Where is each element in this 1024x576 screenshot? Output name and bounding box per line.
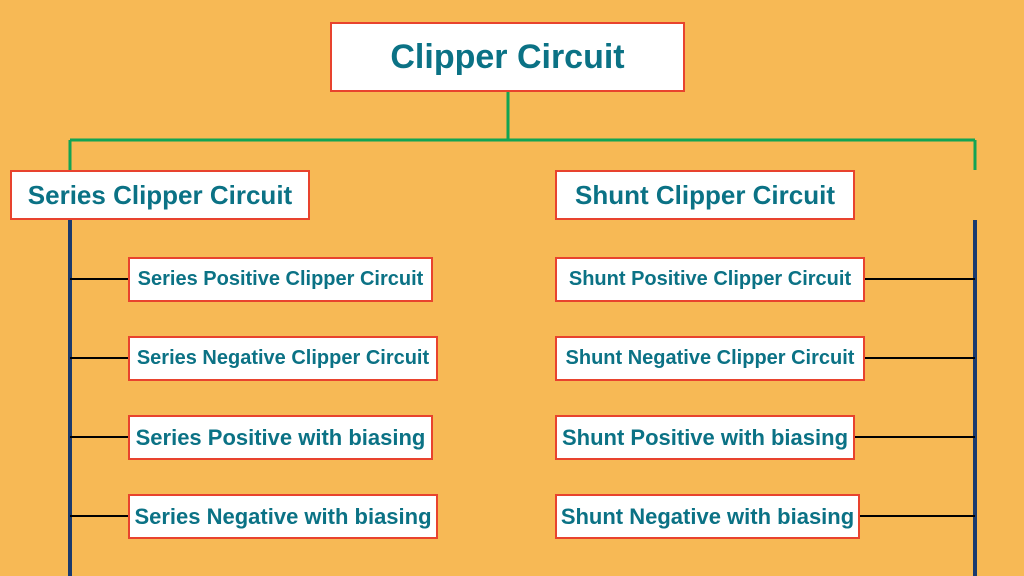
green-branch-path xyxy=(70,92,975,170)
series-negative-node: Series Negative Clipper Circuit xyxy=(128,336,438,381)
series-label: Series Clipper Circuit xyxy=(28,180,292,211)
s2-label: Series Negative Clipper Circuit xyxy=(137,347,429,370)
s4-label: Series Negative with biasing xyxy=(134,504,431,530)
shunt-node: Shunt Clipper Circuit xyxy=(555,170,855,220)
series-node: Series Clipper Circuit xyxy=(10,170,310,220)
h3-label: Shunt Positive with biasing xyxy=(562,425,848,451)
s3-label: Series Positive with biasing xyxy=(136,425,426,451)
series-positive-node: Series Positive Clipper Circuit xyxy=(128,257,433,302)
h2-label: Shunt Negative Clipper Circuit xyxy=(566,347,855,370)
shunt-negative-node: Shunt Negative Clipper Circuit xyxy=(555,336,865,381)
root-node: Clipper Circuit xyxy=(330,22,685,92)
black-tick-group xyxy=(70,279,975,516)
shunt-negative-biasing-node: Shunt Negative with biasing xyxy=(555,494,860,539)
s1-label: Series Positive Clipper Circuit xyxy=(138,268,424,291)
series-negative-biasing-node: Series Negative with biasing xyxy=(128,494,438,539)
shunt-positive-node: Shunt Positive Clipper Circuit xyxy=(555,257,865,302)
h1-label: Shunt Positive Clipper Circuit xyxy=(569,268,851,291)
h4-label: Shunt Negative with biasing xyxy=(561,504,854,530)
shunt-label: Shunt Clipper Circuit xyxy=(575,180,835,211)
series-positive-biasing-node: Series Positive with biasing xyxy=(128,415,433,460)
root-label: Clipper Circuit xyxy=(390,38,624,77)
shunt-positive-biasing-node: Shunt Positive with biasing xyxy=(555,415,855,460)
